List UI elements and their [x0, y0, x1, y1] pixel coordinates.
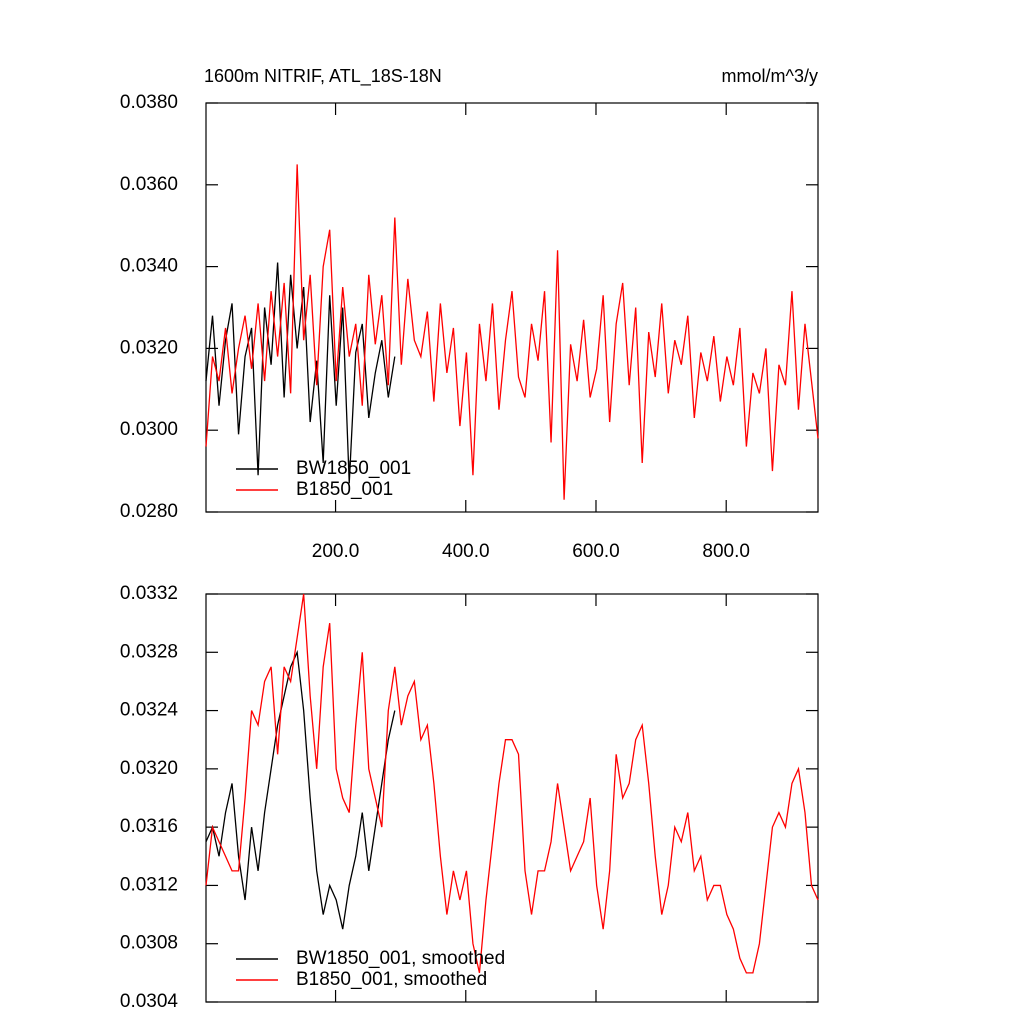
y-tick-label: 0.0280	[120, 501, 178, 522]
series-line	[205, 593, 819, 974]
chart-title: 1600m NITRIF, ATL_18S-18N	[204, 66, 442, 87]
y-tick-label: 0.0316	[120, 816, 178, 837]
legend-label: B1850_001	[296, 479, 393, 500]
y-tick-label: 0.0332	[120, 583, 178, 604]
series-line	[205, 649, 396, 930]
y-tick-label: 0.0300	[120, 419, 178, 440]
y-tick-label: 0.0340	[120, 256, 178, 277]
plot-frame	[205, 593, 819, 1003]
y-tick-label: 0.0324	[120, 700, 179, 721]
x-tick-label: 200.0	[312, 541, 360, 562]
y-tick-label: 0.0320	[120, 337, 178, 358]
x-tick-label: 400.0	[442, 541, 490, 562]
y-tick-label: 0.0328	[120, 641, 178, 662]
x-tick-label: 800.0	[702, 541, 750, 562]
legend-label: BW1850_001	[296, 458, 411, 479]
series-line	[205, 262, 396, 484]
units-label: mmol/m^3/y	[722, 66, 818, 86]
series-line	[205, 164, 819, 500]
plot-frame	[205, 102, 819, 513]
y-tick-label: 0.0360	[120, 174, 178, 195]
y-tick-label: 0.0308	[120, 933, 178, 954]
legend-label: BW1850_001, smoothed	[296, 948, 505, 969]
y-tick-label: 0.0312	[120, 874, 178, 895]
y-tick-label: 0.0320	[120, 758, 178, 779]
y-tick-label: 0.0304	[120, 991, 179, 1012]
legend-label: B1850_001, smoothed	[296, 969, 487, 990]
y-tick-label: 0.0380	[120, 92, 178, 113]
x-tick-label: 600.0	[572, 541, 620, 562]
